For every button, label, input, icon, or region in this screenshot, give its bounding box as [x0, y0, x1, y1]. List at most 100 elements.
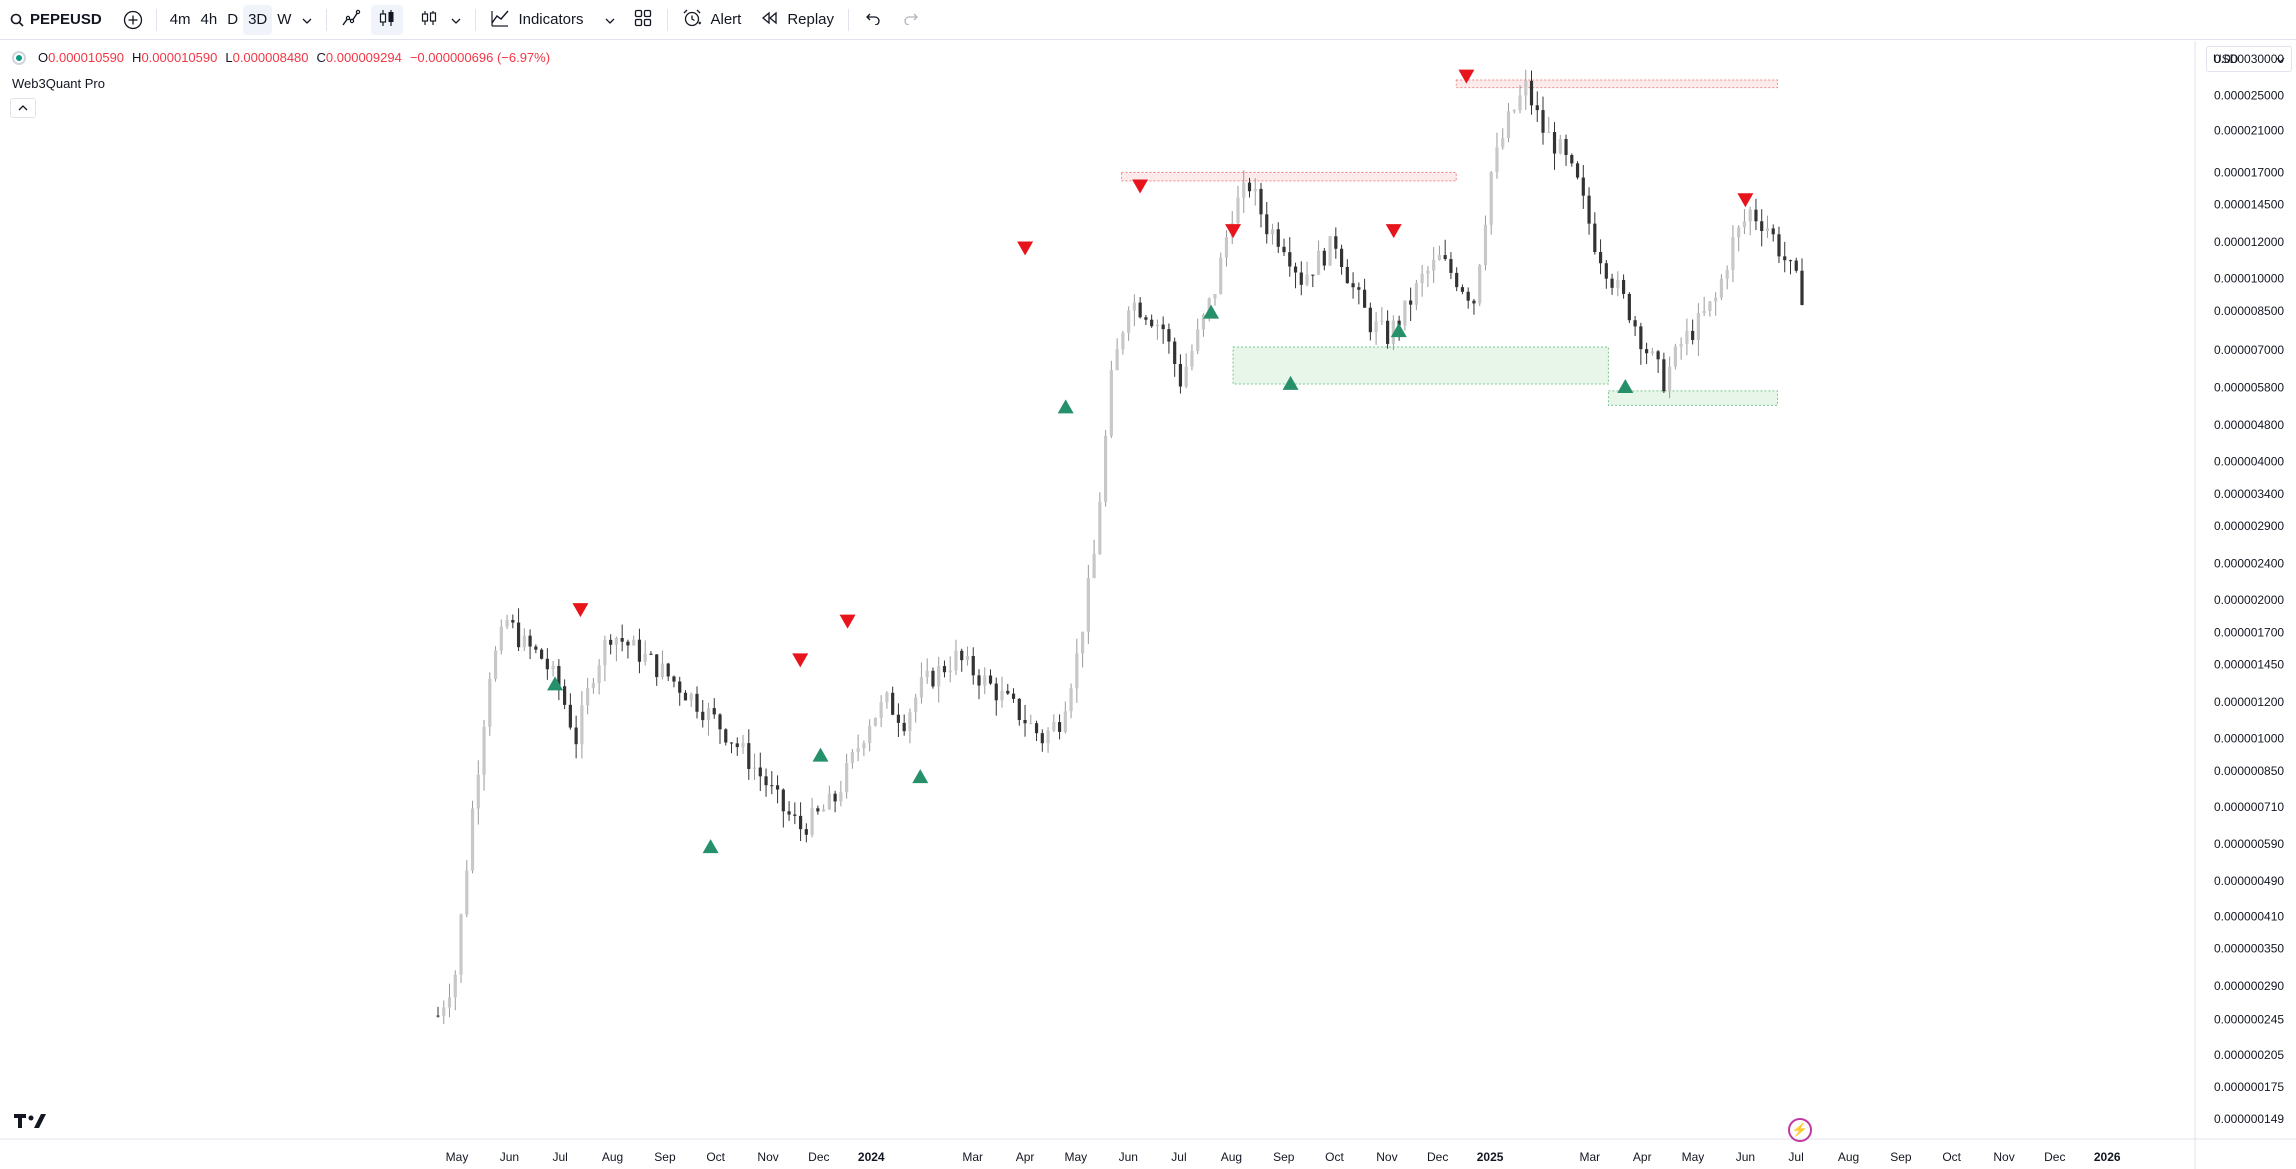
- sell-signal-marker[interactable]: [1737, 193, 1754, 208]
- sell-signal-marker[interactable]: [1225, 224, 1242, 239]
- candle-body: [908, 712, 912, 732]
- buy-signal-marker[interactable]: [702, 839, 719, 854]
- candle-body: [1702, 311, 1706, 314]
- bar-style-button[interactable]: [335, 5, 367, 35]
- undo-button[interactable]: [857, 5, 889, 35]
- demand-zone[interactable]: [1232, 346, 1609, 385]
- candle-body: [465, 870, 469, 915]
- collapse-legend-button[interactable]: [10, 98, 36, 118]
- market-status-icon[interactable]: [12, 50, 26, 65]
- price-tick-label: 0.000000175: [2214, 1080, 2284, 1094]
- candle-body: [850, 751, 854, 764]
- chart-type-dropdown[interactable]: [445, 5, 467, 35]
- candle-body: [822, 809, 826, 812]
- sell-signal-marker[interactable]: [1458, 69, 1475, 84]
- plus-circle-icon: [123, 10, 143, 30]
- sell-signal-marker[interactable]: [572, 603, 589, 618]
- layout-button[interactable]: [627, 5, 659, 35]
- interval-w[interactable]: W: [277, 11, 292, 28]
- candle-body: [1564, 138, 1568, 155]
- candle-body: [873, 717, 878, 726]
- indicator-title[interactable]: Web3Quant Pro: [12, 76, 105, 91]
- candle-body: [902, 722, 906, 732]
- candle-body: [747, 743, 751, 769]
- candle-body: [689, 693, 693, 701]
- candle-body: [948, 670, 952, 673]
- candle-body: [1006, 690, 1010, 694]
- price-tick-label: 0.000003400: [2214, 487, 2284, 501]
- symbol-search-button[interactable]: PEPEUSD: [0, 5, 112, 35]
- chart-type-button[interactable]: [413, 5, 445, 35]
- candle-body: [1075, 653, 1079, 689]
- toolbar-divider: [475, 8, 477, 31]
- currency-select[interactable]: USD: [2206, 46, 2292, 72]
- lightning-icon[interactable]: ⚡: [1788, 1118, 1812, 1142]
- alert-button[interactable]: Alert: [676, 5, 747, 35]
- candle-body: [1374, 321, 1378, 333]
- candle-body: [1386, 320, 1390, 344]
- currency-value: USD: [2213, 52, 2239, 66]
- compare-symbol-button[interactable]: [118, 5, 148, 35]
- candle-body: [614, 638, 619, 645]
- sell-signal-marker[interactable]: [1385, 224, 1402, 239]
- candle-body: [735, 743, 739, 748]
- line-chart-icon: [341, 8, 361, 32]
- interval-4h[interactable]: 4h: [200, 11, 218, 28]
- replay-button[interactable]: Replay: [755, 5, 840, 35]
- interval-d[interactable]: D: [227, 11, 239, 28]
- candle-body: [1691, 330, 1695, 340]
- candle-body: [1316, 250, 1321, 275]
- candle-body: [678, 681, 682, 693]
- candle-body: [1000, 690, 1004, 701]
- price-tick-label: 0.000017000: [2214, 165, 2284, 179]
- sell-signal-marker[interactable]: [1017, 241, 1034, 256]
- high-label: H: [132, 50, 142, 65]
- time-tick-label: 2026: [2094, 1150, 2121, 1164]
- candle-body: [839, 792, 843, 802]
- sell-signal-marker[interactable]: [1132, 179, 1149, 194]
- buy-signal-marker[interactable]: [1617, 379, 1634, 394]
- buy-signal-marker[interactable]: [812, 747, 829, 762]
- buy-signal-marker[interactable]: [547, 676, 564, 691]
- sell-signal-marker[interactable]: [792, 653, 809, 668]
- candle-body: [1506, 111, 1511, 139]
- time-tick-label: Dec: [2044, 1150, 2065, 1164]
- demand-zone[interactable]: [1607, 390, 1779, 406]
- time-axis[interactable]: May Jun Jul Aug Sep Oct Nov Dec 2024 Mar Apr May Jun…: [446, 1150, 2121, 1164]
- candle-body: [649, 653, 653, 655]
- candle-body: [862, 743, 866, 749]
- price-tick-label: 0.000014500: [2214, 197, 2284, 211]
- buy-signal-marker[interactable]: [912, 769, 929, 784]
- candle-body: [1598, 252, 1603, 264]
- candles-style-button[interactable]: [371, 4, 404, 35]
- indicators-button[interactable]: Indicators: [484, 5, 589, 35]
- candle-body: [1754, 209, 1758, 222]
- candle-body: [1449, 259, 1453, 273]
- interval-dropdown[interactable]: [296, 5, 318, 35]
- indicators-dropdown[interactable]: [597, 5, 623, 35]
- time-tick-label: Sep: [1273, 1150, 1295, 1164]
- sell-signal-marker[interactable]: [839, 614, 856, 629]
- candle-body: [459, 914, 463, 975]
- buy-signal-marker[interactable]: [1390, 323, 1407, 338]
- low-value: 0.000008480: [232, 50, 309, 65]
- candle-body: [1161, 324, 1165, 330]
- buy-signal-marker[interactable]: [1282, 375, 1299, 390]
- supply-zone[interactable]: [1455, 79, 1779, 89]
- candle-body: [516, 622, 521, 648]
- candle-body: [1288, 252, 1292, 267]
- price-chart[interactable]: 0.000030000 0.000025000 0.000021000 0.00001…: [0, 41, 2296, 1169]
- supply-zone[interactable]: [1120, 171, 1457, 182]
- buy-signal-marker[interactable]: [1203, 304, 1220, 319]
- candle-body: [1046, 730, 1050, 744]
- indicators-label: Indicators: [518, 11, 584, 28]
- buy-signal-marker[interactable]: [1057, 399, 1074, 414]
- interval-4m[interactable]: 4m: [169, 11, 191, 28]
- toolbar-divider: [155, 8, 157, 31]
- redo-button[interactable]: [895, 5, 927, 35]
- price-tick-label: 0.000005800: [2214, 380, 2284, 394]
- price-axis[interactable]: 0.000030000 0.000025000 0.000021000 0.00001…: [2214, 52, 2284, 1126]
- candle-body: [1708, 301, 1712, 312]
- interval-3d[interactable]: 3D: [243, 4, 273, 35]
- candle-body: [637, 639, 642, 662]
